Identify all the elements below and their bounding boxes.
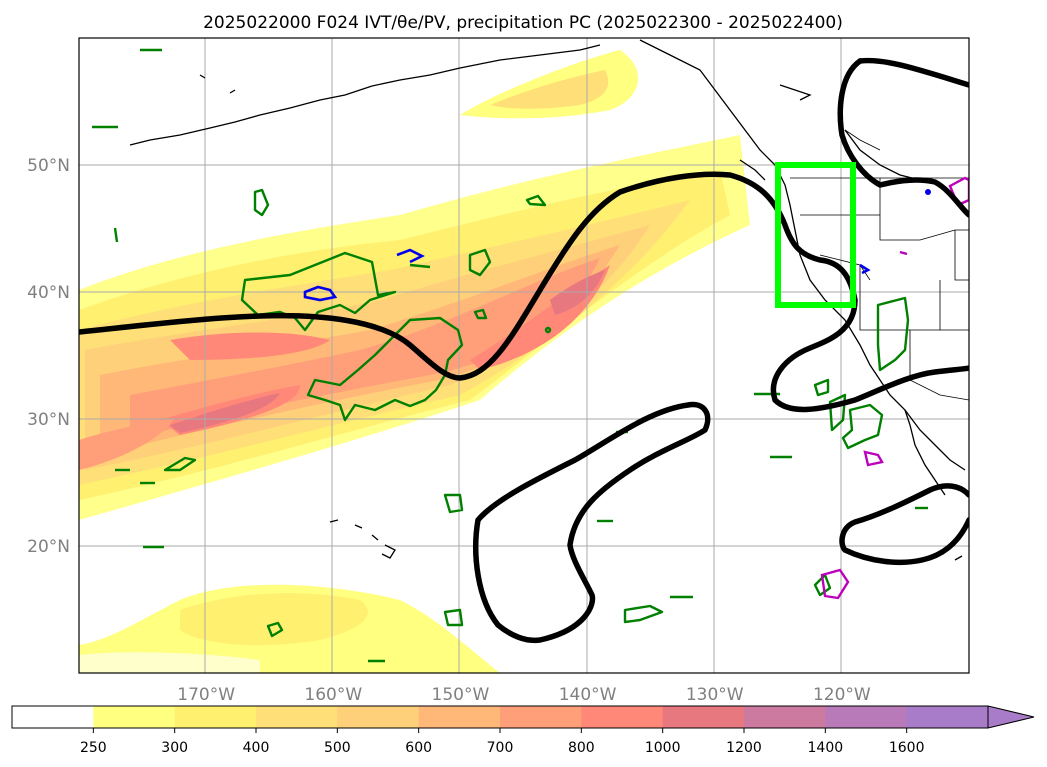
colorbar-segment [662, 706, 745, 728]
colorbar-segment [418, 706, 501, 728]
colorbar-tick-label: 250 [80, 740, 107, 756]
blue-pc-contours [303, 189, 931, 302]
lon-label: 130°W [686, 685, 744, 705]
colorbar-tick-label: 300 [161, 740, 188, 756]
colorbar-segment [12, 706, 94, 728]
highlight-box [775, 162, 856, 308]
colorbar-segment [906, 706, 989, 728]
map-area [79, 38, 969, 673]
colorbar-tick-label: 500 [324, 740, 351, 756]
lon-label: 140°W [559, 685, 617, 705]
colorbar-segment [581, 706, 664, 728]
colorbar-tick-label: 1400 [808, 740, 844, 756]
lat-label: 40°N [27, 283, 70, 303]
map-title: 2025022000 F024 IVT/θe/PV, precipitation… [203, 13, 843, 33]
colorbar-extend-arrow [987, 705, 1035, 729]
lon-label: 170°W [177, 685, 235, 705]
lon-label: 120°W [813, 685, 871, 705]
colorbar-segment [174, 706, 257, 728]
pv-contours [79, 57, 969, 644]
coastlines [129, 39, 966, 561]
colorbar: 250 300 400 500 600 700 800 1000 1200 1400 1600 [11, 705, 1035, 756]
longitude-labels: 170°W 160°W 150°W 140°W 130°W 120°W [177, 685, 871, 705]
lat-label: 30°N [27, 410, 70, 430]
lon-label: 160°W [304, 685, 362, 705]
colorbar-segment [500, 706, 582, 728]
colorbar-segment [825, 706, 908, 728]
colorbar-segment [744, 706, 826, 728]
colorbar-segment [337, 706, 420, 728]
lon-label: 150°W [432, 685, 490, 705]
colorbar-tick-label: 600 [405, 740, 432, 756]
map-frame [78, 37, 970, 674]
lat-label: 20°N [27, 537, 70, 557]
colorbar-tick-label: 1000 [645, 740, 681, 756]
latitude-labels: 50°N 40°N 30°N 20°N [27, 156, 70, 557]
ivt-shading [79, 135, 750, 520]
colorbar-tick-label: 800 [568, 740, 595, 756]
graticule [79, 38, 969, 673]
colorbar-tick-label: 1200 [726, 740, 762, 756]
colorbar-tick-label: 400 [243, 740, 270, 756]
colorbar-segment [256, 706, 338, 728]
colorbar-tick-label: 1600 [889, 740, 925, 756]
lat-label: 50°N [27, 156, 70, 176]
colorbar-segment [93, 706, 176, 728]
colorbar-tick-label: 700 [487, 740, 514, 756]
